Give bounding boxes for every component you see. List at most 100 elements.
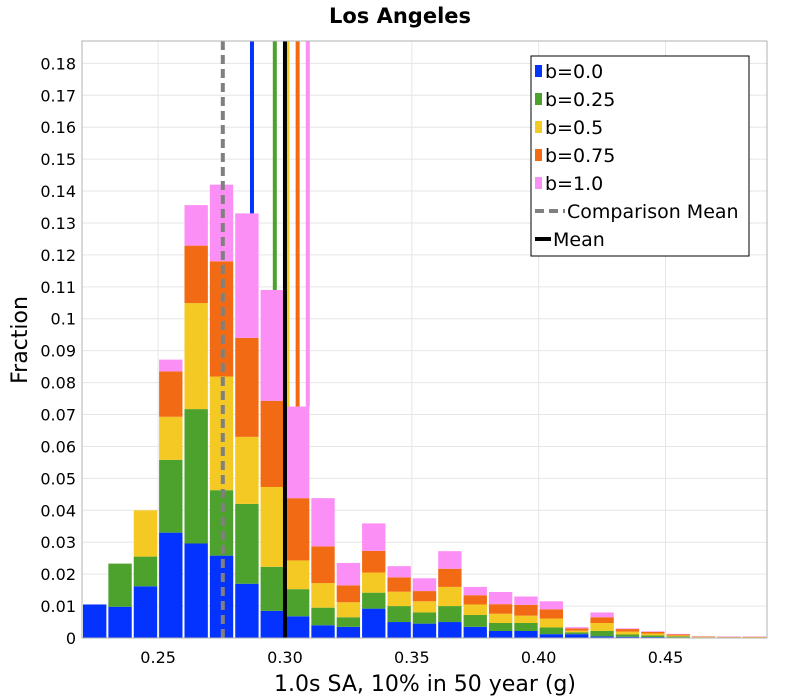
y-axis-label: Fraction [8,296,33,384]
bar-segment-b-0-25 [184,409,208,544]
bar-segment-b-0-75 [260,400,284,487]
bar-segment-b-0-25 [463,615,487,627]
legend-label: b=0.25 [545,89,615,111]
bar-segment-b-0-0 [615,636,640,638]
bar-segment-b-1-0 [463,586,487,596]
legend-label: b=0.5 [545,117,603,139]
bar-segment-b-0-25 [488,622,513,631]
mean-lines [220,41,310,638]
bar-segment-b-0-0 [362,608,386,638]
bar-segment-b-0-75 [184,245,208,304]
legend-label: b=0.75 [545,145,615,167]
x-tick-label: 0.30 [267,648,303,667]
y-tick-label: 0.17 [40,86,76,105]
y-tick-label: 0.05 [40,469,76,488]
bar-segment-b-0-0 [387,622,411,638]
bar-segment-b-1-0 [260,290,284,401]
bar-segment-b-0-0 [285,616,310,638]
bar-segment-b-1-0 [615,628,640,630]
legend-swatch [535,93,542,105]
bar-segment-b-0-75 [159,371,183,417]
bar-segment-b-0-0 [565,634,589,638]
bar-segment-b-1-0 [285,406,310,499]
bar-segment-b-0-5 [514,615,538,623]
bar-segment-b-0-5 [615,631,640,635]
bar-segment-b-0-0 [311,625,335,638]
bar-segment-b-0-0 [438,622,462,638]
bar-segment-b-0-75 [362,550,386,573]
bar-segment-b-0-25 [260,566,284,611]
bar-segment-b-0-75 [311,546,335,584]
bar-segment-b-0-75 [209,261,234,377]
bar-segment-b-0-75 [387,577,411,592]
x-tick-label: 0.40 [521,648,557,667]
y-tick-label: 0.18 [40,54,76,73]
x-tick-label: 0.35 [394,648,430,667]
legend-swatch [535,177,542,189]
bar-segment-b-0-5 [641,633,665,636]
bar-segment-b-0-25 [438,606,462,623]
x-axis-ticks: 0.25 0.30 0.35 0.40 0.45 [140,648,683,667]
bar-segment-b-0-5 [133,510,158,557]
y-tick-label: 0.08 [40,374,76,393]
bar-segment-b-0-75 [539,609,564,619]
bar-segment-b-0-0 [488,630,513,638]
bar-segment-b-1-0 [362,523,386,551]
bar-segment-b-0-25 [159,459,183,533]
bar-segment-b-0-75 [463,595,487,605]
bar-segment-b-0-0 [184,543,208,638]
bar-segment-b-0-0 [336,626,361,638]
bar-segment-b-1-0 [235,213,259,338]
bar-segment-b-0-0 [412,623,437,638]
bar-segment-b-0-5 [235,436,259,504]
y-tick-label: 0.03 [40,533,76,552]
bar-segment-b-0-25 [565,632,589,635]
bar-segment-b-1-0 [666,633,690,635]
bar-segment-b-1-0 [184,205,208,246]
y-tick-label: 0.06 [40,437,76,456]
bar-segment-b-0-0 [133,586,158,638]
bar-segment-b-0-75 [666,634,690,636]
bar-segment-b-0-0 [590,636,614,638]
bar-segment-b-0-75 [565,628,589,631]
bar-segment-b-0-75 [615,629,640,632]
bar-segment-b-0-25 [362,592,386,609]
y-axis-ticks: 0 0.01 0.02 0.03 0.04 0.05 0.06 0.07 0.08 0.09 0.1… [40,54,76,648]
bar-segment-b-0-25 [311,607,335,626]
y-tick-label: 0 [66,629,76,648]
bar-segment-b-1-0 [539,601,564,610]
bar-segment-b-0-75 [285,498,310,561]
legend-label: b=1.0 [545,173,603,195]
y-tick-label: 0.07 [40,406,76,425]
bar-segment-b-0-5 [463,604,487,616]
bar-segment-b-1-0 [438,551,462,569]
y-tick-label: 0.15 [40,150,76,169]
bar-segment-b-0-25 [412,612,437,624]
bar-segment-b-0-25 [539,627,564,635]
bar-segment-b-0-25 [514,622,538,631]
bar-segment-b-0-5 [565,630,589,633]
legend-swatch [535,121,542,133]
legend-box [530,55,750,257]
bar-segment-b-0-25 [133,556,158,587]
bar-segment-b-0-5 [539,618,564,628]
x-axis-label: 1.0s SA, 10% in 50 year (g) [274,672,576,697]
bar-segment-b-0-25 [285,589,310,617]
bar-segment-b-0-25 [615,634,640,637]
legend: b=0.0 b=0.25 b=0.5 b=0.75 b=1.0 Comparison Me… [530,55,750,257]
bar-segment-b-0-75 [488,604,513,614]
bar-segment-b-0-0 [539,634,564,638]
bar-segment-b-0-5 [742,637,766,638]
bar-segment-b-1-0 [412,578,437,592]
bar-segment-b-0-25 [108,563,132,607]
bar-segment-b-0-5 [285,560,310,590]
y-tick-label: 0.14 [40,182,76,201]
y-tick-label: 0.04 [40,501,76,520]
bar-segment-b-0-5 [488,613,513,623]
chart-title: Los Angeles [329,4,471,28]
y-tick-label: 0.12 [40,246,76,265]
bar-segment-b-1-0 [209,184,234,262]
bar-segment-b-0-0 [83,604,107,638]
bar-segment-b-0-5 [260,486,284,567]
bar-segment-b-0-5 [184,303,208,410]
